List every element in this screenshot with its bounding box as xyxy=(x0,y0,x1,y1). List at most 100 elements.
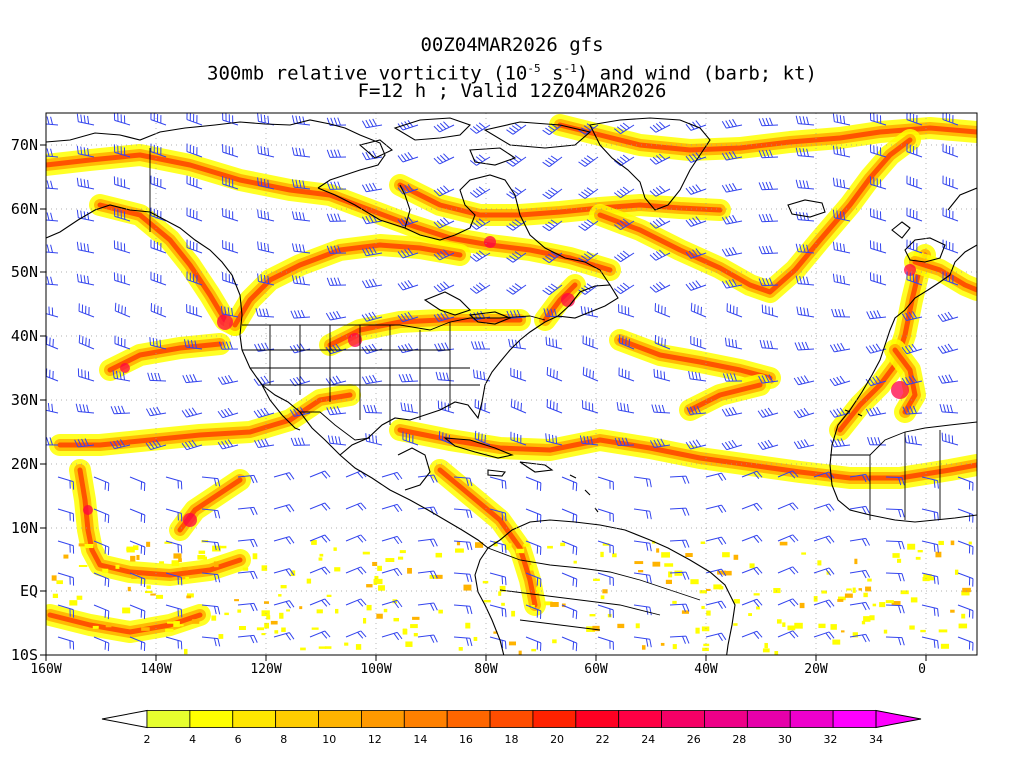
wind-barb xyxy=(218,341,239,350)
wind-barb xyxy=(758,149,779,159)
wind-barb xyxy=(217,439,239,450)
vorticity-speckle xyxy=(438,609,443,614)
colorbar-label: 26 xyxy=(686,733,701,746)
wind-barb xyxy=(829,375,851,387)
wind-barb xyxy=(345,630,367,639)
wind-barb xyxy=(363,404,383,414)
lat-label-70n: 70N xyxy=(10,136,38,154)
wind-barb xyxy=(397,184,419,195)
vorticity-speckle xyxy=(756,606,760,610)
wind-barb xyxy=(597,476,614,490)
vorticity-maximum xyxy=(891,381,909,399)
wind-barb xyxy=(741,534,763,543)
wind-barb xyxy=(759,339,779,350)
wind-barb xyxy=(649,185,671,197)
vorticity-speckle xyxy=(378,585,385,591)
wind-barb xyxy=(869,272,887,286)
colorbar-segment xyxy=(446,710,491,728)
vorticity-speckle xyxy=(935,551,942,558)
vorticity-speckle xyxy=(917,550,923,553)
vorticity-speckle xyxy=(465,622,471,629)
wind-barb xyxy=(510,398,527,414)
vorticity-speckle xyxy=(84,543,94,549)
vorticity-speckle xyxy=(863,616,871,622)
wind-barb xyxy=(46,368,59,382)
wind-barb xyxy=(542,283,563,296)
coastlines xyxy=(46,117,977,655)
vorticity-speckle xyxy=(311,627,319,630)
wind-barb xyxy=(325,375,347,386)
wind-barb xyxy=(46,305,59,318)
wind-barb xyxy=(721,246,743,257)
wind-barb xyxy=(273,632,295,641)
wind-barb xyxy=(942,207,959,222)
vorticity-speckle xyxy=(211,615,217,621)
wind-barb xyxy=(237,570,258,580)
wind-barb xyxy=(165,636,183,650)
vorticity-speckle xyxy=(844,593,853,598)
vorticity-speckle xyxy=(892,553,900,558)
vorticity-speckle xyxy=(544,601,553,606)
graticule xyxy=(46,113,977,655)
wind-barb xyxy=(542,251,563,264)
wind-barb xyxy=(506,251,527,263)
wind-barb xyxy=(165,540,183,554)
vorticity-speckle xyxy=(617,623,625,629)
vorticity-speckle xyxy=(115,564,120,569)
axis-ticks xyxy=(40,144,927,661)
wind-barb xyxy=(57,540,75,554)
vorticity-speckle xyxy=(550,601,559,607)
wind-barb xyxy=(57,636,75,650)
wind-barb xyxy=(186,113,203,126)
vorticity-speckle xyxy=(837,599,844,602)
vorticity-speckle xyxy=(318,646,327,649)
wind-barb xyxy=(582,335,599,350)
wind-barb xyxy=(758,245,779,255)
wind-barb xyxy=(257,177,275,190)
wind-barb xyxy=(906,271,923,286)
wind-barb xyxy=(113,144,131,158)
wind-barb xyxy=(435,371,455,382)
wind-barb xyxy=(186,271,203,286)
wind-barb xyxy=(597,540,614,554)
vorticity-speckle xyxy=(773,588,781,594)
wind-barb xyxy=(381,631,403,641)
wind-barb xyxy=(237,602,258,612)
wind-barb xyxy=(542,155,563,168)
wind-barb xyxy=(93,476,110,492)
wind-barb xyxy=(186,239,203,254)
vorticity-speckle xyxy=(234,599,239,602)
wind-barb xyxy=(867,437,887,446)
vorticity-speckle xyxy=(813,596,818,602)
wind-barb xyxy=(921,540,939,553)
wind-barb xyxy=(470,341,491,350)
vorticity-speckle xyxy=(854,558,858,565)
wind-barb xyxy=(869,240,887,254)
wind-barb xyxy=(545,433,563,446)
wind-barb xyxy=(885,508,905,518)
vorticity-speckle xyxy=(186,595,191,599)
colorbar-segment xyxy=(489,710,534,728)
wind-barb xyxy=(669,507,690,516)
wind-barb xyxy=(257,209,275,222)
colorbar-label: 24 xyxy=(641,733,656,746)
vorticity-speckle xyxy=(560,542,566,547)
vorticity-band xyxy=(687,382,763,413)
vorticity-speckle xyxy=(127,586,131,592)
political-borders xyxy=(149,148,977,631)
wind-barb xyxy=(649,217,671,229)
wind-barb xyxy=(741,502,763,511)
wind-barb xyxy=(181,407,203,418)
wind-barb xyxy=(942,175,959,190)
wind-barb xyxy=(613,186,635,199)
wind-barb xyxy=(865,375,887,387)
wind-barb xyxy=(906,175,923,190)
vorticity-speckle xyxy=(818,623,826,629)
vorticity-speckle xyxy=(435,574,443,579)
wind-barb xyxy=(613,282,635,295)
vorticity-speckle xyxy=(483,599,491,603)
vorticity-speckle xyxy=(405,641,413,647)
wind-barb xyxy=(794,341,815,351)
wind-barb xyxy=(46,148,59,158)
colorbar-segment xyxy=(189,710,234,728)
